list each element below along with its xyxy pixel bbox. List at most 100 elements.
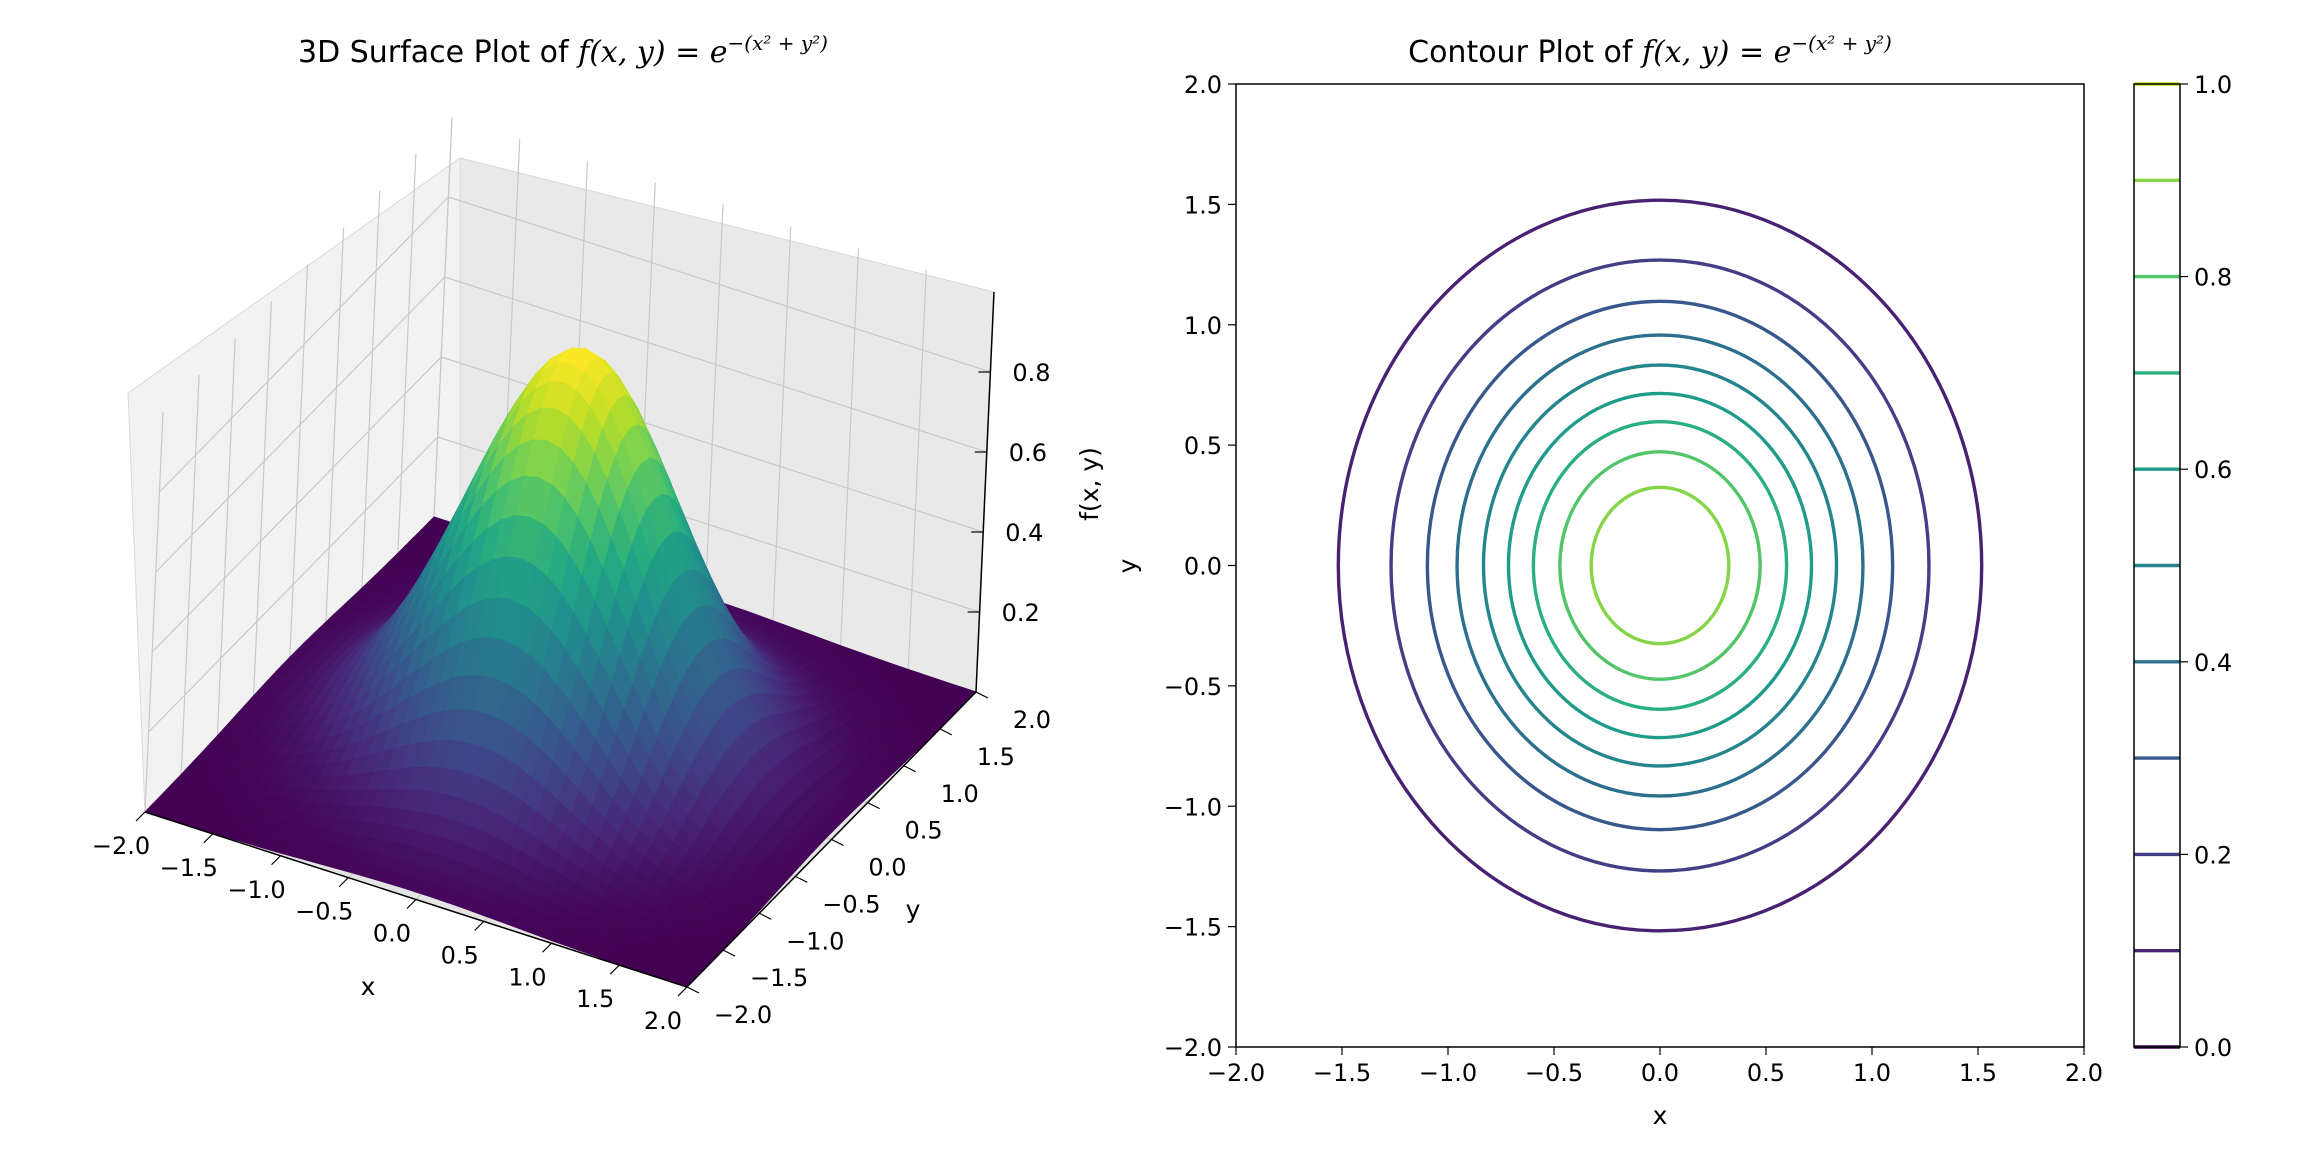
surface-gridline xyxy=(288,264,309,665)
colorbar-tick-label: 0.0 xyxy=(2194,1034,2232,1062)
colorbar-level-lines xyxy=(2134,82,2180,1049)
contour-x-tick-label: 0.5 xyxy=(1747,1059,1785,1087)
surface-x-tick-label: 0.0 xyxy=(373,920,411,948)
surface-x-tick xyxy=(203,833,214,844)
contour-x-tick-label: −1.5 xyxy=(1313,1059,1371,1087)
surface-x-tick xyxy=(135,811,146,822)
surface-plot: 3D Surface Plot of f(x, y) = e−(x² + y²)… xyxy=(92,31,1104,1035)
surface-y-tick xyxy=(939,728,953,736)
surface-y-tick-label: 0.5 xyxy=(905,817,943,845)
surface-x-tick-label: 1.5 xyxy=(576,985,614,1013)
surface-y-tick xyxy=(975,691,989,699)
contour-line xyxy=(1455,333,1865,798)
contour-line xyxy=(1481,363,1839,768)
surface-y-tick xyxy=(795,875,808,883)
contour-y-tick-label: −2.0 xyxy=(1164,1034,1222,1062)
surface-gridline xyxy=(151,356,442,653)
surface-gridline xyxy=(907,270,927,671)
colorbar-tick-label: 0.4 xyxy=(2194,649,2232,677)
surface-x-tick-label: −1.5 xyxy=(160,854,218,882)
surface-y-tick-label: 1.5 xyxy=(977,743,1015,771)
surface-gridline xyxy=(158,196,449,493)
contour-y-tick-label: 2.0 xyxy=(1184,71,1222,99)
contour-x-tick-label: −0.5 xyxy=(1525,1059,1583,1087)
surface-x-tick-label: 0.5 xyxy=(441,941,479,969)
contour-x-tick-label: 2.0 xyxy=(2065,1059,2103,1087)
colorbar-tick-label: 0.8 xyxy=(2194,264,2232,292)
colorbar-tick-label: 1.0 xyxy=(2194,71,2232,99)
surface-z-axis-line xyxy=(975,291,995,693)
surface-x-tick-label: −0.5 xyxy=(295,898,353,926)
surface-x-tick xyxy=(609,964,620,975)
surface-y-tick xyxy=(722,949,736,957)
contour-line xyxy=(1531,420,1789,711)
contour-x-tick-label: 0.0 xyxy=(1641,1059,1679,1087)
surface-y-tick xyxy=(758,912,772,920)
contour-line xyxy=(1506,391,1814,740)
contour-y-axis-label: y xyxy=(1113,558,1142,573)
surface-plot-title: 3D Surface Plot of f(x, y) = e−(x² + y²) xyxy=(298,31,828,70)
surface-gridline xyxy=(252,301,272,702)
surface-x-tick-label: −2.0 xyxy=(92,832,150,860)
contour-y-tick-label: −1.0 xyxy=(1164,793,1222,821)
colorbar: 0.0 0.2 0.4 0.6 0.8 1.0 xyxy=(2133,71,2232,1062)
surface-y-tick xyxy=(831,838,844,847)
contour-y-tick-label: 0.0 xyxy=(1184,553,1222,581)
contour-lines xyxy=(1336,198,1984,933)
colorbar-frame xyxy=(2133,83,2181,1048)
surface-x-axis-label: x xyxy=(361,972,376,1001)
surface-gridline xyxy=(772,226,792,627)
surface-z-tick-label: 0.8 xyxy=(1012,359,1050,387)
surface-y-tick xyxy=(686,986,700,994)
surface-x-tick-label: 2.0 xyxy=(644,1007,682,1035)
contour-x-tick-label: −1.0 xyxy=(1419,1059,1477,1087)
surface-gridline xyxy=(444,276,987,453)
surface-z-tick-label: 0.2 xyxy=(1002,599,1040,627)
contour-plot: Contour Plot of f(x, y) = e−(x² + y²) −2… xyxy=(1113,31,2103,1130)
surface-y-tick-label: −1.5 xyxy=(750,964,808,992)
surface-x-tick xyxy=(677,986,688,997)
surface-y-tick-label: −1.0 xyxy=(786,927,844,955)
surface-y-tick-label: −2.0 xyxy=(714,1001,772,1029)
surface-y-axis-label: y xyxy=(906,895,921,924)
surface-mesh xyxy=(144,347,977,988)
contour-y-tick-label: 0.5 xyxy=(1184,432,1222,460)
surface-z-tick-label: 0.6 xyxy=(1009,439,1047,467)
surface-y-tick xyxy=(867,802,880,810)
contour-line xyxy=(1425,299,1895,832)
surface-x-tick-label: −1.0 xyxy=(227,876,285,904)
surface-z-tick-label: 0.4 xyxy=(1005,519,1043,547)
contour-ticks: −2.0 −1.5 −1.0 −0.5 0.0 0.5 1.0 1.5 2.0 −2.0 −1.5 −… xyxy=(1164,71,2103,1087)
surface-y-tick-label: −0.5 xyxy=(822,890,880,918)
contour-x-tick-label: 1.5 xyxy=(1959,1059,1997,1087)
surface-gridline xyxy=(448,196,991,373)
surface-x-tick xyxy=(271,855,281,866)
surface-gridline xyxy=(397,153,417,554)
surface-gridline xyxy=(180,375,200,776)
contour-line xyxy=(1558,450,1762,681)
surface-x-tick xyxy=(406,899,417,909)
contour-x-tick-label: −2.0 xyxy=(1207,1059,1265,1087)
contour-x-tick-label: 1.0 xyxy=(1853,1059,1891,1087)
surface-x-tick xyxy=(338,877,349,888)
colorbar-tick-label: 0.6 xyxy=(2194,456,2232,484)
surface-gridline xyxy=(155,276,446,573)
colorbar-ticks: 0.0 0.2 0.4 0.6 0.8 1.0 xyxy=(2180,71,2232,1062)
surface-gridline xyxy=(361,190,381,591)
surface-z-axis-label: f(x, y) xyxy=(1075,447,1104,521)
colorbar-tick-label: 0.2 xyxy=(2194,841,2232,869)
contour-line xyxy=(1589,485,1731,646)
surface-gridline xyxy=(433,116,453,518)
surface-y-tick xyxy=(903,765,917,773)
surface-gridline xyxy=(839,248,860,649)
contour-line xyxy=(1389,258,1931,873)
surface-ticks: −2.0−1.5−1.0−0.50.00.51.01.52.0 −2.0−1.5−… xyxy=(92,359,1051,1035)
contour-x-axis-label: x xyxy=(1653,1101,1668,1130)
contour-y-tick-label: 1.0 xyxy=(1184,312,1222,340)
contour-y-tick-label: −1.5 xyxy=(1164,914,1222,942)
surface-y-tick-label: 0.0 xyxy=(868,854,906,882)
surface-gridline xyxy=(148,436,439,733)
contour-plot-frame xyxy=(1235,83,2085,1048)
surface-gridline xyxy=(704,204,724,605)
